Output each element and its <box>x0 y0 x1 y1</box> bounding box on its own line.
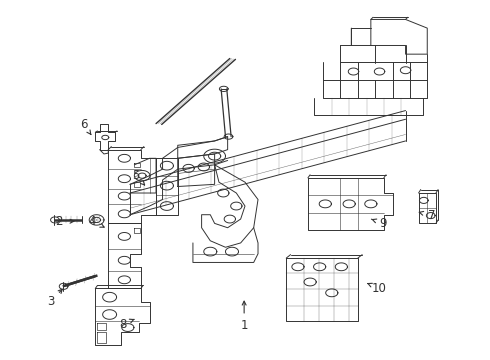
Text: 9: 9 <box>379 217 387 230</box>
Text: 6: 6 <box>80 118 87 131</box>
Text: 10: 10 <box>372 282 387 295</box>
Text: 3: 3 <box>48 295 55 308</box>
Text: 5: 5 <box>132 169 139 182</box>
Text: 1: 1 <box>241 319 248 332</box>
Text: 4: 4 <box>89 215 96 228</box>
Text: 7: 7 <box>428 209 435 222</box>
Text: 2: 2 <box>55 215 63 228</box>
Text: 8: 8 <box>119 318 126 330</box>
